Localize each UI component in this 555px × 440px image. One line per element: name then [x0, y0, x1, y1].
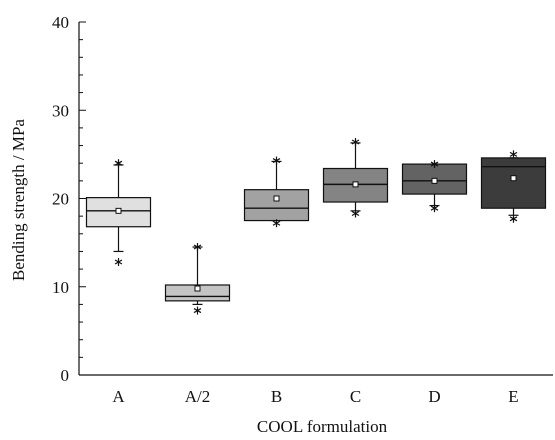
x-tick-label: D — [428, 387, 440, 406]
box-A-2 — [164, 243, 231, 315]
mean-marker — [115, 207, 122, 214]
outlier-marker — [114, 258, 123, 267]
mean-marker — [510, 175, 517, 182]
x-axis-title: COOL formulation — [257, 417, 388, 436]
x-tick-label: A/2 — [185, 387, 211, 406]
y-tick-label: 10 — [52, 278, 69, 297]
outlier-marker — [509, 150, 518, 159]
box-D — [401, 160, 468, 213]
outlier-marker — [272, 219, 281, 228]
y-axis-title: Bending strength / MPa — [9, 119, 28, 281]
outlier-marker — [114, 159, 123, 168]
iqr-box — [243, 189, 310, 222]
outlier-marker — [193, 306, 202, 315]
outlier-marker — [351, 209, 360, 218]
x-tick-label: A — [112, 387, 125, 406]
mean-marker — [273, 195, 280, 202]
mean-marker — [352, 181, 359, 188]
box-B — [243, 156, 310, 228]
outlier-marker — [272, 156, 281, 165]
box-E — [480, 150, 547, 223]
y-axis: 0 10 20 30 40 — [52, 13, 86, 385]
x-tick-label: B — [271, 387, 282, 406]
box-A — [85, 159, 152, 267]
y-tick-label: 20 — [52, 190, 69, 209]
outlier-marker — [430, 160, 439, 169]
plot-area — [85, 138, 547, 315]
y-tick-label: 30 — [52, 101, 69, 120]
box-C — [322, 138, 389, 218]
x-tick-label: E — [508, 387, 518, 406]
outlier-marker — [193, 243, 202, 252]
iqr-box — [480, 157, 547, 209]
y-tick-label: 40 — [52, 13, 69, 32]
y-tick-label: 0 — [61, 366, 70, 385]
outlier-marker — [351, 138, 360, 147]
x-tick-label: C — [350, 387, 361, 406]
mean-marker — [194, 285, 201, 292]
x-axis: A A/2 B C D E — [79, 374, 553, 406]
mean-marker — [431, 177, 438, 184]
outlier-marker — [509, 214, 518, 223]
outlier-marker — [430, 204, 439, 213]
